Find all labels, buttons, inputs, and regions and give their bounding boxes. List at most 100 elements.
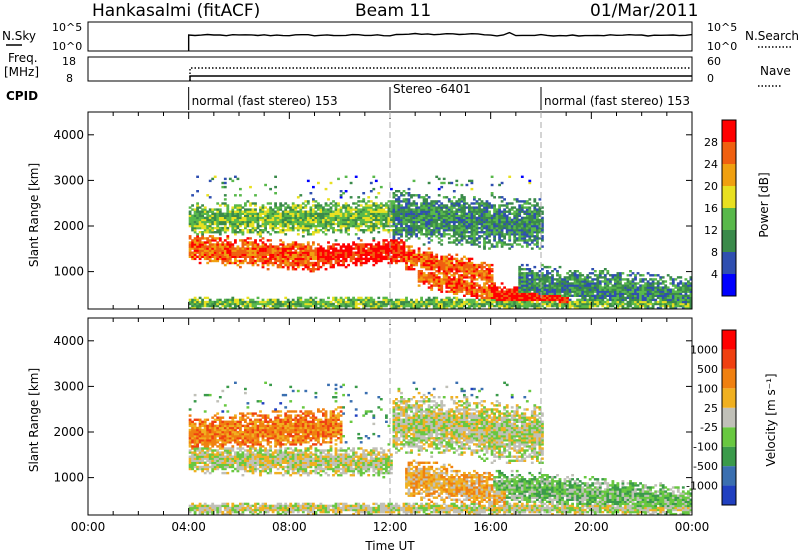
range-gate-cell [362, 218, 366, 222]
range-gate-cell [614, 292, 617, 295]
range-gate-cell [352, 253, 355, 256]
range-gate-cell [447, 212, 451, 215]
range-gate-cell [286, 265, 290, 269]
range-gate-cell [306, 255, 310, 258]
range-gate-cell [193, 243, 197, 246]
range-gate-cell [503, 214, 506, 217]
range-gate-cell [281, 261, 285, 265]
range-gate-cell [460, 300, 464, 304]
range-gate-cell [460, 204, 464, 207]
range-gate-cell [430, 202, 434, 205]
range-gate-cell [432, 212, 436, 215]
range-gate-cell [513, 290, 517, 293]
range-gate-cell [188, 302, 192, 306]
range-gate-cell [261, 265, 265, 269]
range-gate-cell [460, 284, 464, 287]
range-gate-cell [266, 261, 270, 265]
range-gate-cell [274, 218, 277, 222]
range-gate-cell [452, 190, 456, 193]
range-gate-cell [503, 290, 506, 293]
range-gate-cell [342, 249, 345, 252]
range-gate-cell [631, 284, 635, 287]
range-gate-cell [473, 224, 476, 228]
range-gate-cell [452, 233, 456, 236]
range-gate-cell [435, 257, 439, 261]
range-gate-cell [606, 300, 610, 304]
range-gate-cell [191, 245, 194, 248]
range-gate-cell [342, 216, 345, 220]
range-gate-cell [397, 226, 401, 230]
range-gate-cell [362, 206, 366, 209]
range-gate-cell [218, 306, 222, 310]
range-gate-cell [364, 300, 368, 304]
range-gate-cell [475, 231, 479, 234]
range-gate-cell [294, 304, 298, 308]
range-gate-cell [415, 257, 418, 261]
range-gate-cell [291, 214, 295, 217]
range-gate-cell [533, 306, 537, 310]
range-gate-cell [377, 222, 381, 226]
range-gate-cell [603, 274, 607, 277]
range-gate-cell [387, 208, 391, 211]
range-gate-cell [581, 282, 585, 285]
range-gate-cell [523, 284, 527, 287]
range-gate-cell [306, 261, 310, 265]
range-gate-cell [352, 214, 355, 217]
range-gate-cell [465, 214, 469, 217]
range-gate-cell [241, 216, 245, 220]
range-gate-cell [203, 226, 207, 230]
range-gate-cell [354, 226, 358, 230]
range-gate-cell [631, 290, 635, 293]
range-gate-cell [312, 241, 315, 244]
range-gate-cell [568, 286, 572, 289]
range-gate-cell [256, 245, 260, 248]
range-gate-cell [294, 245, 298, 248]
range-gate-cell [241, 253, 245, 256]
range-gate-cell [211, 243, 215, 246]
range-gate-cell [352, 212, 355, 215]
range-gate-cell [629, 290, 632, 293]
range-gate-cell [395, 200, 398, 203]
range-gate-cell [306, 268, 310, 271]
range-gate-cell [319, 214, 323, 217]
range-gate-cell [299, 206, 303, 209]
range-gate-cell [422, 263, 426, 267]
range-gate-cell [201, 255, 204, 258]
range-gate-cell [437, 302, 441, 306]
range-gate-cell [329, 226, 333, 230]
range-gate-cell [513, 212, 517, 215]
range-gate-cell [626, 294, 630, 297]
range-gate-cell [457, 261, 461, 265]
range-gate-cell [425, 265, 428, 269]
range-gate-cell [223, 231, 227, 234]
range-gate-cell [392, 214, 396, 217]
range-gate-cell [236, 247, 240, 250]
range-gate-cell [385, 300, 388, 304]
range-gate-cell [379, 300, 383, 304]
range-gate-cell [402, 198, 406, 201]
range-gate-cell [228, 241, 232, 244]
range-gate-cell [342, 304, 345, 308]
range-gate-cell [614, 282, 617, 285]
range-gate-cell [508, 247, 512, 250]
range-gate-cell [291, 218, 295, 222]
range-gate-cell [322, 263, 325, 267]
range-gate-cell [553, 288, 557, 291]
range-gate-cell [536, 292, 539, 295]
range-gate-cell [442, 224, 446, 228]
range-gate-cell [480, 294, 484, 297]
range-gate-cell [405, 208, 408, 211]
range-gate-cell [463, 220, 466, 224]
range-gate-cell [420, 196, 423, 199]
range-gate-cell [347, 298, 350, 302]
range-gate-cell [460, 286, 464, 289]
range-gate-cell [533, 239, 537, 242]
range-gate-cell [614, 278, 617, 281]
range-gate-cell [271, 220, 275, 224]
range-gate-cell [571, 288, 574, 291]
range-gate-cell [198, 257, 202, 261]
range-gate-cell [259, 214, 262, 217]
range-gate-cell [372, 255, 376, 258]
range-gate-cell [523, 237, 527, 240]
range-gate-cell [364, 210, 368, 213]
